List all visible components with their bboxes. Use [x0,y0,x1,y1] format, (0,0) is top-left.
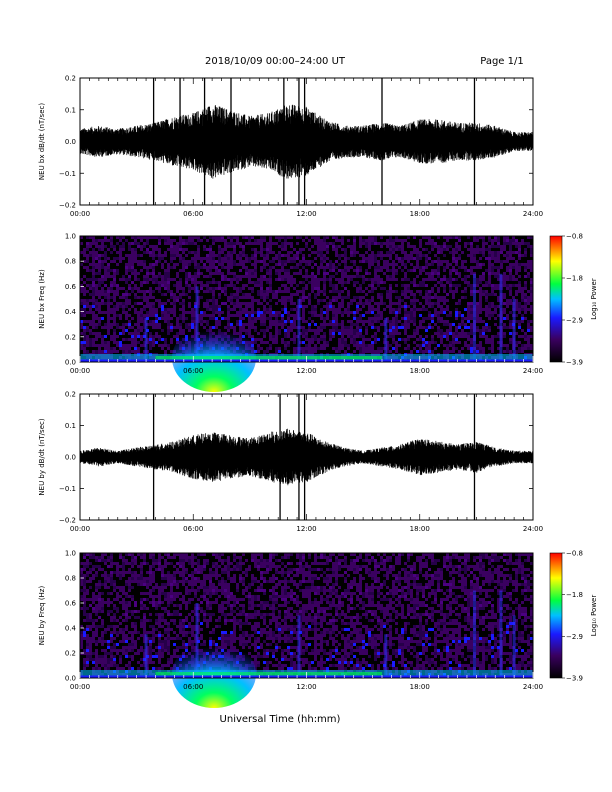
x-tick-label: 18:00 [410,683,430,691]
x-tick-label: 06:00 [183,367,203,375]
y-axis-label: NEU by Freq (Hz) [38,586,46,646]
x-tick-label: 18:00 [410,525,430,533]
y-tick-label: 0.6 [65,283,77,291]
y-axis-label: NEU bx Freq (Hz) [38,269,46,329]
spectral-stripe-4 [472,590,476,678]
x-tick-label: 24:00 [523,210,543,218]
x-tick-label: 12:00 [296,210,316,218]
x-tick-label: 12:00 [296,525,316,533]
x-tick-label: 24:00 [523,683,543,691]
spectral-stripe-3 [384,634,388,678]
x-tick-label: 24:00 [523,525,543,533]
y-axis-label: NEU by dB/dt (nT/sec) [38,418,46,495]
colorbar-tick-label: −1.8 [566,591,583,599]
panel-by-dbdt: 0.2 0.1 0.0 −0.1 −0.200:00 06:00 12:00 18:00 24:… [38,391,543,534]
colorbar-tick-label: −2.9 [566,317,583,325]
y-tick-label: 0.0 [65,675,76,683]
colorbar-tick-label: −2.9 [566,633,583,641]
spectrogram-cells [80,553,533,676]
y-tick-label: 1.0 [65,233,76,241]
x-tick-label: 06:00 [183,210,203,218]
x-tick-label: 18:00 [410,210,430,218]
colorbar [549,235,563,363]
panel-bx-dbdt: 0.2 0.1 0.0 −0.1 −0.200:00 06:00 12:00 18:00 24:… [38,75,543,219]
y-tick-label: 0.2 [65,333,76,341]
y-tick-label: 0.4 [65,308,77,316]
y-tick-label: 0.2 [65,650,76,658]
page-indicator: Page 1/1 [480,56,523,67]
figure-title: 2018/10/09 00:00–24:00 UT [205,56,346,67]
y-tick-label: 0.2 [65,75,76,83]
spectral-stripe-0 [144,317,148,362]
colorbar-label: Log₁₀ Power [590,278,598,320]
y-tick-label: 0.0 [65,454,76,462]
spectral-stripe-3 [384,317,388,362]
y-tick-label: 0.0 [65,138,76,146]
spectral-stripe-4 [472,273,476,362]
x-tick-label: 12:00 [296,367,316,375]
x-tick-label: 00:00 [70,210,90,218]
y-tick-label: −0.2 [59,517,76,525]
colorbar-tick-label: −0.8 [566,550,583,558]
spectral-stripe-5 [499,273,503,362]
colorbar-label: Log₁₀ Power [590,595,598,637]
spectral-stripe-6 [512,615,516,678]
spectral-stripe-2 [297,615,301,678]
x-axis-title: Universal Time (hh:mm) [220,714,341,725]
y-tick-label: 0.4 [65,625,77,633]
spectral-stripe-0 [144,634,148,678]
y-axis-label: NEU bx dB/dt (nT/sec) [38,103,46,180]
spectral-stripe-6 [512,299,516,362]
y-tick-label: 0.0 [65,359,76,367]
y-tick-label: −0.1 [59,485,76,493]
y-tick-label: 0.2 [65,391,76,399]
panel-by-freq: 1.0 0.8 0.6 0.4 0.2 0.0 −0.8 −1.8 −2.9 −3.9 Log₁₀ … [38,550,598,708]
y-tick-label: 1.0 [65,550,76,558]
spectral-stripe-2 [297,299,301,362]
x-tick-label: 12:00 [296,683,316,691]
y-tick-label: 0.1 [65,106,76,114]
colorbar-tick-label: −3.9 [566,675,583,683]
low-freq-core [155,672,382,676]
y-tick-label: −0.1 [59,170,76,178]
y-tick-label: −0.2 [59,202,76,210]
y-tick-label: 0.1 [65,422,76,430]
panel-bx-freq: 1.0 0.8 0.6 0.4 0.2 0.0 −0.8 −1.8 −2.9 −3.9 Log₁₀ … [38,233,598,392]
x-tick-label: 00:00 [70,367,90,375]
spectral-stripe-5 [499,590,503,678]
x-tick-label: 06:00 [183,525,203,533]
x-tick-label: 18:00 [410,367,430,375]
colorbar [549,552,563,679]
colorbar-tick-label: −3.9 [566,359,583,367]
x-tick-label: 06:00 [183,683,203,691]
y-tick-label: 0.6 [65,600,77,608]
x-tick-label: 00:00 [70,525,90,533]
y-tick-label: 0.8 [65,258,76,266]
spectral-stripe-1 [195,286,199,362]
x-tick-label: 24:00 [523,367,543,375]
x-tick-label: 00:00 [70,683,90,691]
colorbar-tick-label: −0.8 [566,233,583,241]
colorbar-tick-label: −1.8 [566,275,583,283]
spectrogram-cells [80,236,533,362]
spectral-stripe-1 [195,603,199,678]
low-freq-core [155,356,382,360]
y-tick-label: 0.8 [65,575,76,583]
